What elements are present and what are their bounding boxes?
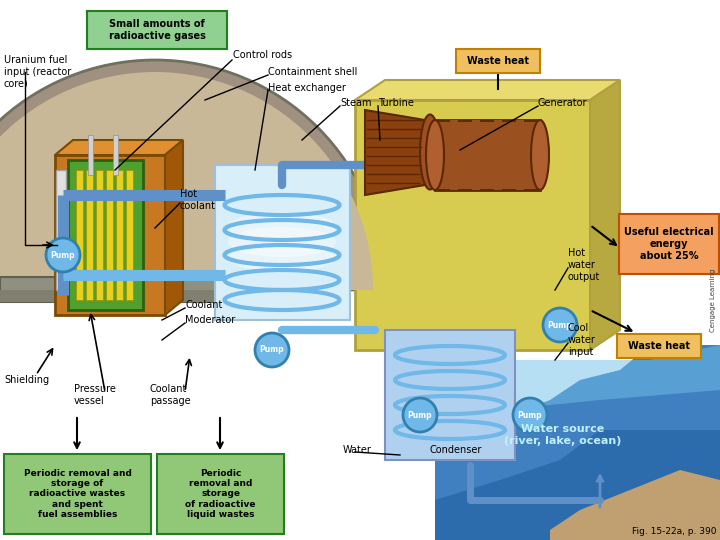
Circle shape xyxy=(513,398,547,432)
Bar xyxy=(472,120,480,190)
Text: Generator: Generator xyxy=(538,98,588,108)
Bar xyxy=(215,165,350,320)
Bar xyxy=(86,170,93,300)
FancyBboxPatch shape xyxy=(619,214,719,274)
Wedge shape xyxy=(0,72,373,290)
Polygon shape xyxy=(55,140,183,155)
Bar xyxy=(435,120,540,190)
Text: Coolant: Coolant xyxy=(185,300,222,310)
Text: Waste heat: Waste heat xyxy=(467,56,529,66)
Bar xyxy=(116,170,123,300)
Bar xyxy=(106,170,113,300)
Text: Shielding: Shielding xyxy=(4,375,49,385)
Text: Coolant
passage: Coolant passage xyxy=(150,384,191,406)
Text: Waste heat: Waste heat xyxy=(628,341,690,351)
Bar xyxy=(355,100,590,350)
Ellipse shape xyxy=(228,227,336,257)
Ellipse shape xyxy=(228,242,336,272)
Text: Steam: Steam xyxy=(340,98,372,108)
Text: Periodic
removal and
storage
of radioactive
liquid wastes: Periodic removal and storage of radioact… xyxy=(185,469,256,519)
Text: Water: Water xyxy=(343,445,372,455)
Circle shape xyxy=(403,398,437,432)
FancyBboxPatch shape xyxy=(87,11,227,49)
Polygon shape xyxy=(365,110,425,195)
Text: Useful electrical
energy
about 25%: Useful electrical energy about 25% xyxy=(624,227,714,261)
Polygon shape xyxy=(500,345,720,410)
Ellipse shape xyxy=(228,212,336,242)
Text: Cengage Learning: Cengage Learning xyxy=(710,268,716,332)
Bar xyxy=(450,120,458,190)
Bar xyxy=(56,170,66,290)
Text: Containment shell: Containment shell xyxy=(268,67,357,77)
Bar xyxy=(126,170,133,300)
Text: Turbine: Turbine xyxy=(378,98,414,108)
Polygon shape xyxy=(550,470,720,540)
Polygon shape xyxy=(165,140,183,315)
Text: Pump: Pump xyxy=(260,346,284,354)
Ellipse shape xyxy=(531,120,549,190)
Wedge shape xyxy=(0,60,385,290)
FancyBboxPatch shape xyxy=(456,49,540,73)
Text: Pump: Pump xyxy=(518,410,542,420)
Bar xyxy=(55,155,165,315)
FancyBboxPatch shape xyxy=(157,454,284,534)
Text: Pump: Pump xyxy=(408,410,432,420)
Ellipse shape xyxy=(426,120,444,190)
Bar xyxy=(88,135,93,175)
FancyBboxPatch shape xyxy=(617,334,701,358)
Text: Pump: Pump xyxy=(548,321,572,329)
Text: Hot
coolant: Hot coolant xyxy=(180,189,216,211)
Ellipse shape xyxy=(420,114,440,190)
Circle shape xyxy=(255,333,289,367)
Bar xyxy=(494,120,502,190)
Bar xyxy=(113,135,118,175)
Text: Condenser: Condenser xyxy=(430,445,482,455)
Bar xyxy=(385,330,515,460)
Text: Periodic removal and
storage of
radioactive wastes
and spent
fuel assemblies: Periodic removal and storage of radioact… xyxy=(24,469,132,519)
Bar xyxy=(0,290,320,302)
FancyBboxPatch shape xyxy=(4,454,151,534)
Text: Hot
water
output: Hot water output xyxy=(568,248,600,281)
Text: Water source
(river, lake, ocean): Water source (river, lake, ocean) xyxy=(504,424,621,446)
Text: Pressure
vessel: Pressure vessel xyxy=(74,384,116,406)
Text: Moderator: Moderator xyxy=(185,315,235,325)
Text: Control rods: Control rods xyxy=(233,50,292,60)
Polygon shape xyxy=(355,80,620,100)
Text: Heat exchanger: Heat exchanger xyxy=(268,83,346,93)
Bar xyxy=(96,170,103,300)
Text: Pump: Pump xyxy=(50,251,76,260)
Text: Small amounts of
radioactive gases: Small amounts of radioactive gases xyxy=(109,19,205,41)
Polygon shape xyxy=(435,430,720,540)
Circle shape xyxy=(543,308,577,342)
Bar xyxy=(516,120,524,190)
Bar xyxy=(76,170,83,300)
Polygon shape xyxy=(590,80,620,350)
Text: Uranium fuel
input (reactor
core): Uranium fuel input (reactor core) xyxy=(4,55,71,88)
Text: Fig. 15-22a, p. 390: Fig. 15-22a, p. 390 xyxy=(631,528,716,537)
Bar xyxy=(0,277,320,302)
Text: Cool
water
input: Cool water input xyxy=(568,323,596,356)
Circle shape xyxy=(46,238,80,272)
Bar xyxy=(68,160,143,310)
Polygon shape xyxy=(435,345,720,540)
